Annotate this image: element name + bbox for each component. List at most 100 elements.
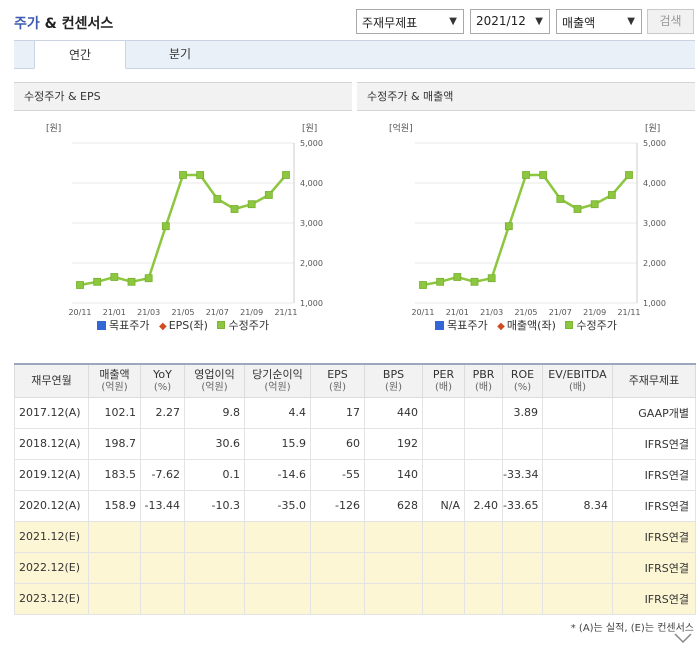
data-point[interactable] bbox=[179, 171, 187, 179]
table-cell bbox=[542, 458, 613, 491]
chevron-down-icon: ▼ bbox=[535, 16, 543, 27]
financial-table: 재무연월 매출액 (억원) YoY (%) 영업이익 (억원) 당기순이익 (억원) EPS (원)… bbox=[14, 363, 696, 615]
chart-legend: 목표주가 ◆ 매출액(좌) 수정주가 bbox=[357, 317, 695, 333]
table-cell: 3.89 bbox=[502, 396, 543, 429]
table-row: 2017.12(A) 102.1 2.27 9.8 4.4 17 440 3.89 GAAP개별 bbox=[14, 396, 696, 429]
table-cell: IFRS연결 bbox=[612, 458, 696, 491]
table-cell bbox=[502, 582, 543, 615]
period-tabs: 연간 분기 bbox=[14, 40, 695, 69]
data-point[interactable] bbox=[213, 195, 222, 203]
diamond-icon: ◆ bbox=[497, 321, 505, 332]
data-point[interactable] bbox=[436, 277, 445, 286]
x-tick-label: 21/03 bbox=[137, 308, 160, 317]
column-header: 매출액 (억원) bbox=[88, 363, 141, 398]
data-point[interactable] bbox=[247, 200, 256, 209]
table-cell: -10.3 bbox=[184, 489, 245, 522]
data-point[interactable] bbox=[127, 277, 136, 286]
column-header: EV/EBITDA (배) bbox=[542, 363, 613, 398]
tab-annual[interactable]: 연간 bbox=[34, 40, 126, 69]
item-value: 매출액 bbox=[562, 16, 596, 30]
search-button[interactable]: 검색 bbox=[647, 9, 694, 34]
column-header: ROE (%) bbox=[502, 363, 543, 398]
table-cell bbox=[244, 582, 311, 615]
data-point[interactable] bbox=[264, 191, 273, 199]
data-point[interactable] bbox=[110, 273, 119, 281]
square-icon bbox=[435, 321, 445, 330]
data-point[interactable] bbox=[539, 171, 548, 179]
table-cell: 2.27 bbox=[140, 396, 185, 429]
table-cell: IFRS연결 bbox=[612, 582, 696, 615]
data-point[interactable] bbox=[453, 273, 462, 281]
data-point[interactable] bbox=[607, 191, 616, 199]
item-select[interactable]: 매출액 ▼ bbox=[556, 9, 642, 34]
data-point[interactable] bbox=[144, 274, 153, 283]
table-cell: N/A bbox=[422, 489, 465, 522]
right-unit-label: [원] bbox=[302, 123, 317, 134]
data-point[interactable] bbox=[522, 171, 530, 179]
table-cell bbox=[140, 427, 185, 460]
table-cell: IFRS연결 bbox=[612, 551, 696, 584]
column-header: YoY (%) bbox=[140, 363, 185, 398]
data-point[interactable] bbox=[504, 222, 513, 231]
data-point[interactable] bbox=[230, 205, 239, 213]
column-header: 당기순이익 (억원) bbox=[244, 363, 311, 398]
data-point[interactable] bbox=[470, 277, 479, 286]
page-title: 주가 & 컨센서스 bbox=[14, 16, 114, 32]
data-point[interactable] bbox=[196, 171, 205, 179]
table-cell: 158.9 bbox=[88, 489, 141, 522]
column-header: EPS (원) bbox=[310, 363, 365, 398]
data-point[interactable] bbox=[93, 277, 102, 286]
data-point[interactable] bbox=[161, 222, 170, 231]
statement-type-select[interactable]: 주재무제표 ▼ bbox=[356, 9, 464, 34]
table-cell bbox=[464, 396, 503, 429]
table-cell bbox=[542, 551, 613, 584]
table-cell bbox=[464, 458, 503, 491]
data-point[interactable] bbox=[419, 281, 427, 289]
legend-adj-price[interactable]: 수정주가 bbox=[217, 317, 269, 333]
legend-target-price[interactable]: 목표주가 bbox=[97, 317, 150, 333]
tab-quarterly[interactable]: 분기 bbox=[168, 47, 192, 61]
table-cell bbox=[364, 551, 423, 584]
data-point[interactable] bbox=[590, 200, 599, 209]
table-cell bbox=[502, 520, 543, 553]
square-icon bbox=[565, 321, 574, 329]
data-point[interactable] bbox=[487, 274, 496, 283]
table-cell: 17 bbox=[310, 396, 365, 429]
chart-price-eps: [원] [원] 5,000 4,000 3,000 2,000 1,000 20/11 21/0… bbox=[46, 123, 323, 317]
x-tick-label: 20/11 bbox=[411, 308, 434, 317]
table-cell: 183.5 bbox=[88, 458, 141, 491]
x-tick-label: 21/07 bbox=[549, 308, 572, 317]
y-tick-label: 4,000 bbox=[643, 179, 666, 188]
table-cell bbox=[422, 582, 465, 615]
data-point[interactable] bbox=[282, 171, 290, 179]
period-select[interactable]: 2021/12 ▼ bbox=[470, 9, 550, 34]
data-point[interactable] bbox=[625, 171, 633, 179]
table-cell bbox=[422, 396, 465, 429]
table-cell: 440 bbox=[364, 396, 423, 429]
table-cell bbox=[422, 520, 465, 553]
table-cell: GAAP개별 bbox=[612, 396, 696, 429]
column-header: 영업이익 (억원) bbox=[184, 363, 245, 398]
chevron-down-icon[interactable] bbox=[673, 632, 693, 644]
x-tick-label: 20/11 bbox=[68, 308, 91, 317]
data-point[interactable] bbox=[556, 195, 565, 203]
table-cell bbox=[464, 551, 503, 584]
table-cell: 0.1 bbox=[184, 458, 245, 491]
legend-eps[interactable]: ◆ EPS(좌) bbox=[159, 319, 208, 332]
legend-target-price[interactable]: 목표주가 bbox=[435, 317, 488, 333]
data-point[interactable] bbox=[76, 281, 84, 289]
table-cell bbox=[464, 582, 503, 615]
series-line bbox=[79, 173, 287, 287]
y-tick-label: 2,000 bbox=[643, 259, 666, 268]
table-cell bbox=[542, 396, 613, 429]
x-tick-label: 21/05 bbox=[514, 308, 537, 317]
chart-title: 수정주가 & 매출액 bbox=[357, 82, 695, 111]
table-row: 2022.12(E) IFRS연결 bbox=[14, 551, 696, 584]
data-point[interactable] bbox=[573, 205, 582, 213]
chart-legend: 목표주가 ◆ EPS(좌) 수정주가 bbox=[14, 317, 352, 333]
y-tick-label: 5,000 bbox=[643, 139, 666, 148]
legend-adj-price[interactable]: 수정주가 bbox=[565, 317, 617, 333]
table-cell bbox=[364, 520, 423, 553]
x-tick-label: 21/11 bbox=[617, 308, 640, 317]
legend-revenue[interactable]: ◆ 매출액(좌) bbox=[497, 319, 556, 332]
